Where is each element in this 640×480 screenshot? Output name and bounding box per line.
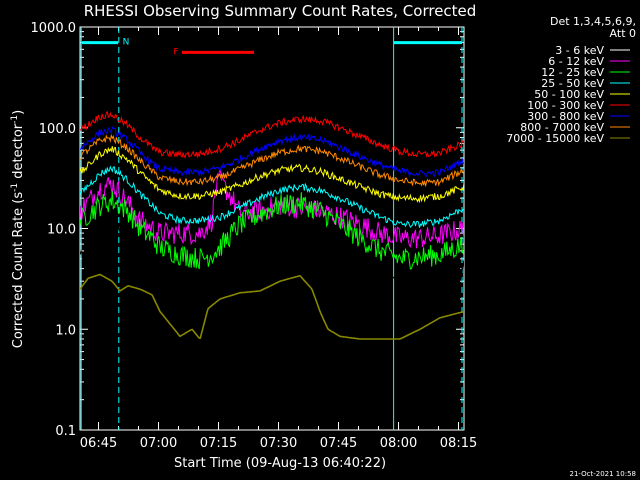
legend-label: 800 - 7000 keV (520, 121, 604, 134)
x-tick-label: 07:15 (200, 436, 237, 451)
series-line (80, 126, 464, 178)
legend-label: 100 - 300 keV (527, 99, 604, 112)
x-tick-label: 07:00 (140, 436, 177, 451)
mode-label: F (173, 47, 178, 57)
x-tick-label: 07:30 (260, 436, 297, 451)
x-tick-label: 06:45 (80, 436, 117, 451)
legend-label: 6 - 12 keV (548, 55, 604, 68)
series-line (80, 133, 464, 187)
y-tick-label: 100.0 (39, 122, 76, 137)
series-line (80, 191, 464, 270)
y-tick-label: 1.0 (55, 323, 76, 338)
legend-label: 3 - 6 keV (555, 44, 604, 57)
series-line (80, 146, 464, 204)
chart-title: RHESSI Observing Summary Count Rates, Co… (84, 2, 477, 20)
series-line (80, 186, 464, 299)
legend-label: 300 - 800 keV (527, 110, 604, 123)
series-line (80, 110, 464, 160)
x-axis-label: Start Time (09-Aug-13 06:40:22) (174, 456, 386, 471)
legend-label: 50 - 100 keV (534, 88, 604, 101)
series-line (80, 165, 464, 229)
plot-area: 0.1 1.0 10.0 100.0 1000.0 06:45 07:00 07:15 07:3… (31, 21, 478, 451)
y-tick-label: 0.1 (55, 424, 76, 439)
y-axis-label: Corrected Count Rate (s-1 detector-1) (10, 110, 26, 348)
y-axis-label-text: Corrected Count Rate (s-1 detector-1) (10, 110, 26, 348)
series-line (80, 273, 464, 340)
x-tick-label: 08:00 (380, 436, 417, 451)
x-tick-label: 08:15 (440, 436, 477, 451)
y-tick-label: 10.0 (47, 223, 76, 238)
legend-label: 12 - 25 keV (541, 66, 604, 79)
legend-header: Att 0 (610, 27, 636, 40)
legend-label: 25 - 50 keV (541, 77, 604, 90)
x-tick-label: 07:45 (320, 436, 357, 451)
mode-label: N (123, 38, 130, 48)
y-tick-label: 1000.0 (31, 21, 77, 36)
footer-date: 21-Oct-2021 10:58 (570, 470, 636, 478)
legend-label: 7000 - 15000 keV (506, 132, 604, 145)
legend-header: Det 1,3,4,5,6,9, (550, 15, 636, 28)
